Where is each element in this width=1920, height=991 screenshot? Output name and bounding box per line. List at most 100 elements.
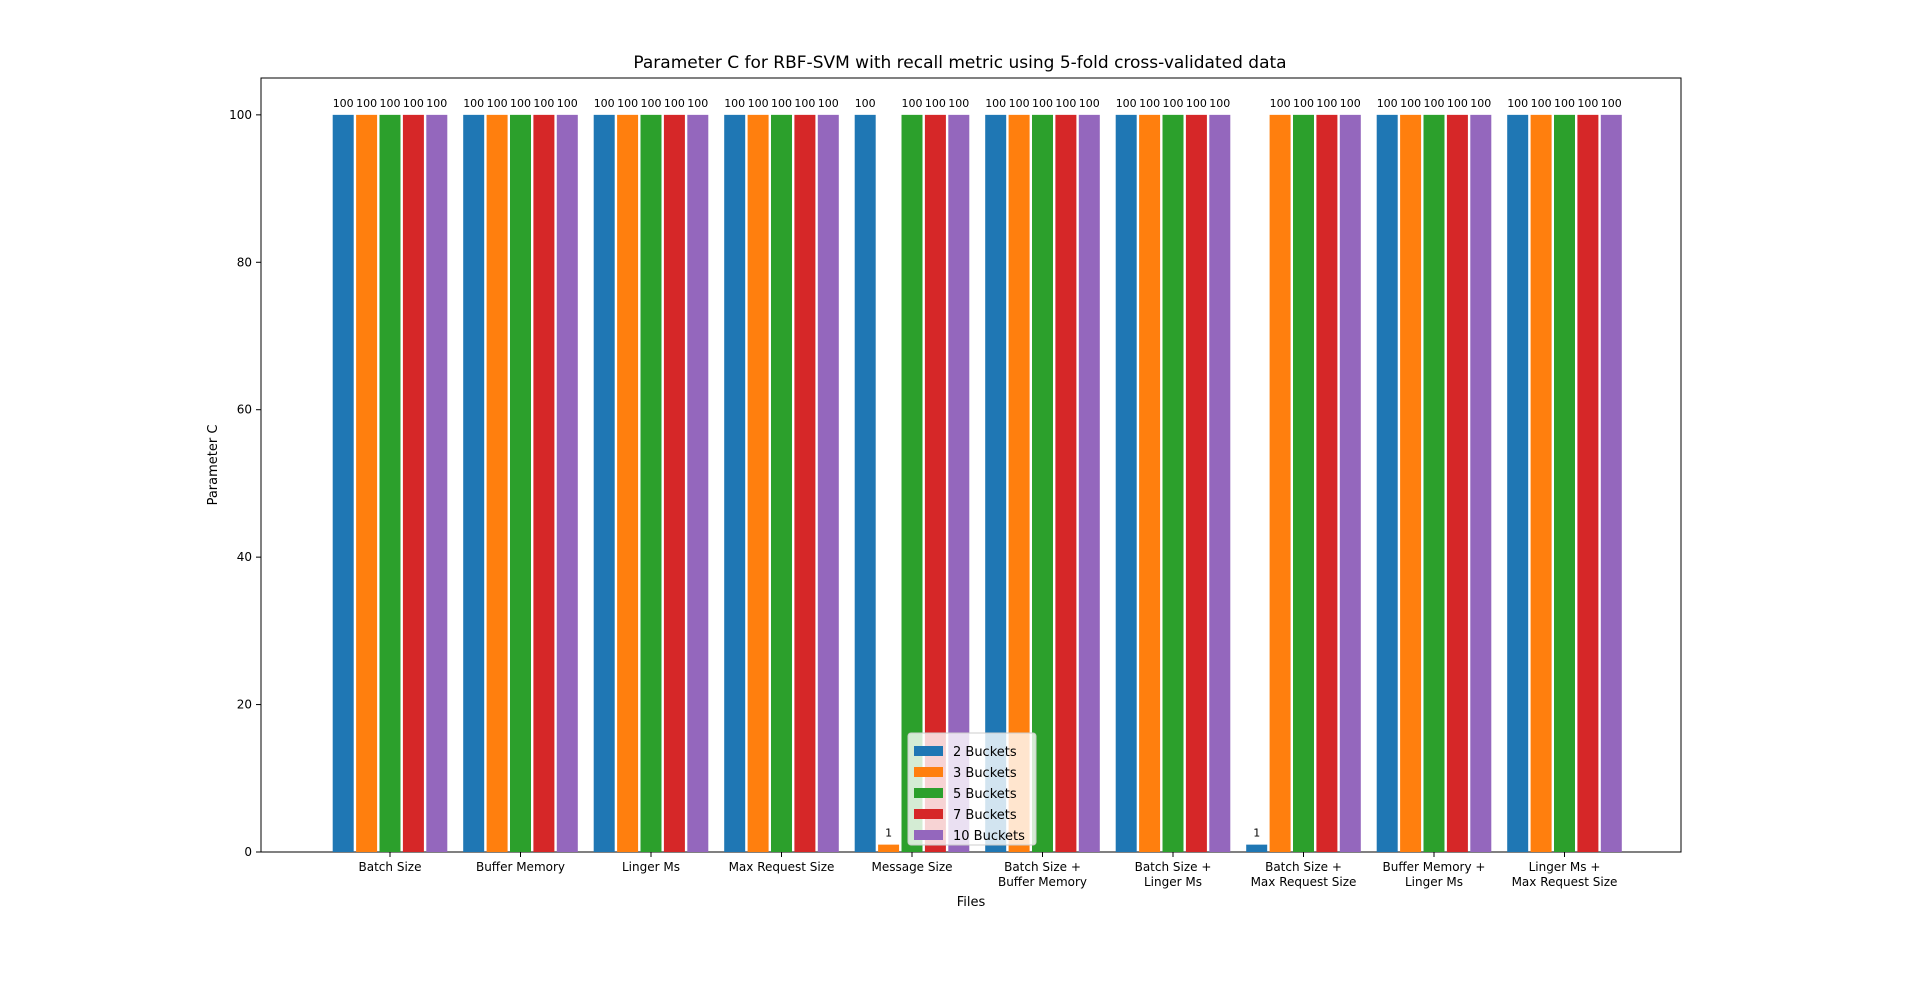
bar — [1600, 114, 1622, 853]
bar — [794, 114, 816, 853]
data-label: 100 — [426, 97, 447, 110]
bar — [724, 114, 746, 853]
bar — [593, 114, 615, 853]
data-label: 100 — [1601, 97, 1622, 110]
legend-label: 5 Buckets — [953, 787, 1017, 802]
y-tick-label: 100 — [229, 108, 252, 122]
bar — [640, 114, 662, 853]
bar — [1316, 114, 1338, 853]
legend: 2 Buckets 3 Buckets 5 Buckets 7 Buckets 10 B… — [907, 732, 1037, 846]
data-label: 100 — [1270, 97, 1291, 110]
data-label: 100 — [641, 97, 662, 110]
bar — [1032, 114, 1053, 853]
data-label: 100 — [1340, 97, 1361, 110]
x-tick-label: Buffer Memory — [998, 875, 1087, 889]
bar — [1078, 114, 1100, 853]
x-tick-label: Linger Ms — [1405, 875, 1463, 889]
bar — [486, 114, 508, 853]
x-axis: Batch Size Buffer Memory Linger Ms Max Requ… — [359, 852, 1617, 889]
data-label: 100 — [948, 97, 969, 110]
data-label: 100 — [1186, 97, 1207, 110]
data-label: 100 — [1424, 97, 1445, 110]
bar-group — [332, 114, 1622, 853]
legend-label: 3 Buckets — [953, 766, 1017, 781]
bar — [1008, 114, 1030, 853]
data-label: 100 — [487, 97, 508, 110]
x-tick-label: Linger Ms — [622, 860, 680, 874]
legend-swatch — [914, 788, 943, 798]
chart-title: Parameter C for RBF-SVM with recall metr… — [633, 53, 1286, 73]
x-tick-label: Max Request Size — [1251, 875, 1357, 889]
data-label: 100 — [771, 97, 792, 110]
bar — [663, 114, 685, 853]
data-label: 100 — [1163, 97, 1184, 110]
bar — [1577, 114, 1599, 853]
data-label: 100 — [748, 97, 769, 110]
legend-swatch — [914, 767, 943, 777]
data-label: 100 — [1470, 97, 1491, 110]
data-label: 100 — [380, 97, 401, 110]
y-tick-label: 20 — [237, 698, 252, 712]
data-label: 100 — [1447, 97, 1468, 110]
legend-label: 2 Buckets — [953, 745, 1017, 760]
bar — [556, 114, 578, 853]
bar — [1246, 844, 1268, 852]
data-label: 100 — [1032, 97, 1053, 110]
data-label: 100 — [687, 97, 708, 110]
x-tick-label: Message Size — [871, 860, 952, 874]
data-label: 100 — [463, 97, 484, 110]
bar — [463, 114, 485, 853]
legend-label: 10 Buckets — [953, 829, 1025, 844]
data-label: 100 — [1116, 97, 1137, 110]
legend-swatch — [914, 830, 943, 840]
legend-swatch — [914, 809, 943, 819]
bar — [402, 114, 424, 853]
bar — [817, 114, 839, 853]
data-label: 100 — [1009, 97, 1030, 110]
bar — [1209, 114, 1231, 853]
data-label: 100 — [1400, 97, 1421, 110]
bar — [878, 844, 900, 852]
bar — [924, 114, 946, 853]
bar — [1162, 114, 1184, 853]
bar — [1554, 114, 1575, 853]
y-tick-label: 60 — [237, 403, 252, 417]
data-label: 100 — [1079, 97, 1100, 110]
y-tick-label: 0 — [244, 845, 252, 859]
y-tick-label: 40 — [237, 550, 252, 564]
x-tick-label: Buffer Memory — [476, 860, 565, 874]
bar — [1185, 114, 1207, 853]
bar — [1507, 114, 1529, 853]
x-tick-label: Buffer Memory + — [1383, 860, 1486, 874]
plot-area — [260, 77, 1682, 853]
bar — [379, 114, 401, 853]
bar — [1470, 114, 1492, 853]
bar — [985, 114, 1007, 853]
bar — [332, 114, 354, 853]
data-label: 100 — [1554, 97, 1575, 110]
bar — [1139, 114, 1161, 853]
y-axis: 0 20 40 60 80 100 — [229, 108, 261, 859]
x-tick-label: Batch Size — [359, 860, 422, 874]
data-label-group: 100 100 100 100 100 100 100 100 100 100 100 100 100 1… — [333, 97, 1622, 840]
bar — [948, 114, 970, 853]
bar — [1339, 114, 1361, 853]
bar — [1115, 114, 1137, 853]
bar — [1055, 114, 1077, 853]
x-tick-label: Max Request Size — [729, 860, 835, 874]
data-label: 100 — [1055, 97, 1076, 110]
bar — [901, 114, 923, 853]
bar — [533, 114, 555, 853]
data-label: 100 — [664, 97, 685, 110]
y-axis-label: Parameter C — [206, 425, 221, 506]
data-label: 100 — [1377, 97, 1398, 110]
data-label: 100 — [1209, 97, 1230, 110]
data-label: 100 — [724, 97, 745, 110]
data-label: 100 — [1577, 97, 1598, 110]
data-label: 100 — [925, 97, 946, 110]
x-axis-label: Files — [957, 895, 986, 910]
data-label: 100 — [557, 97, 578, 110]
data-label: 100 — [1316, 97, 1337, 110]
bar — [510, 114, 531, 853]
